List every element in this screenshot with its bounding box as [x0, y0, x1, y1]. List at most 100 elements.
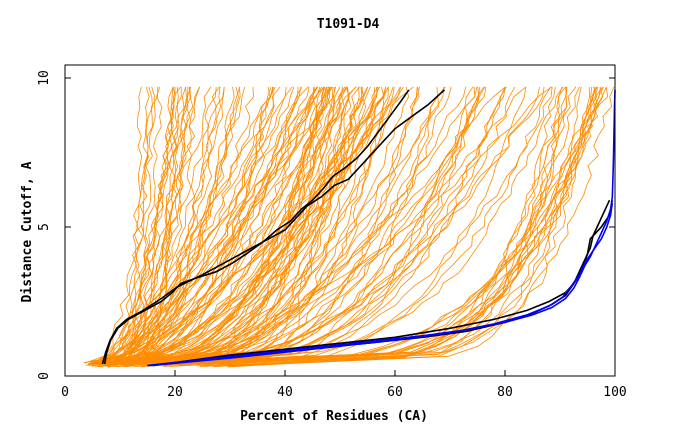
chart-title: T1091-D4 [317, 17, 380, 32]
x-tick-label: 60 [387, 385, 403, 400]
background-series-line [104, 86, 378, 364]
background-series-line [110, 86, 319, 363]
background-series-line [121, 86, 402, 364]
background-series-line [95, 86, 350, 365]
background-series-line [204, 86, 360, 366]
y-tick-label: 10 [37, 70, 52, 86]
background-series-line [105, 86, 336, 365]
x-tick-label: 80 [497, 385, 513, 400]
background-series-line [98, 86, 274, 362]
x-tick-label: 100 [603, 385, 626, 400]
background-series-line [100, 86, 333, 367]
background-series-line [124, 86, 194, 363]
background-series-line [129, 86, 187, 364]
background-series-line [123, 86, 272, 363]
background-series-line [132, 86, 507, 364]
x-tick-label: 40 [277, 385, 293, 400]
background-series-line [155, 86, 552, 366]
background-series-line [98, 86, 255, 362]
background-series-line [168, 86, 438, 365]
background-series-line [91, 86, 332, 367]
background-series-line [107, 86, 516, 368]
background-series-line [139, 86, 527, 365]
background-series-line [205, 86, 568, 363]
highlight-series-blue-line [150, 203, 614, 367]
background-series-line [134, 86, 467, 362]
background-series-line [136, 86, 591, 364]
background-series-line [130, 86, 274, 367]
highlight-series-blue-line [147, 89, 616, 367]
background-series-line [133, 86, 418, 368]
background-series-line [121, 86, 192, 366]
background-series-line [92, 86, 276, 366]
y-axis-label: Distance Cutoff, A [20, 161, 35, 302]
background-series-line [169, 86, 371, 364]
background-series-line [181, 86, 553, 365]
background-series-line [211, 86, 563, 365]
background-series-line [156, 86, 564, 362]
background-series-line [170, 86, 480, 364]
background-series-line [102, 86, 414, 362]
y-tick-label: 0 [37, 372, 52, 380]
background-series-line [104, 86, 174, 364]
background-series-line [124, 86, 445, 367]
background-series-line [203, 86, 487, 367]
background-series-line [201, 86, 420, 363]
background-series-line [130, 86, 486, 362]
background-series-line [129, 86, 379, 367]
background-series-line [93, 86, 389, 365]
background-series-line [164, 86, 506, 367]
background-series-line [206, 86, 567, 363]
background-series-line [91, 86, 225, 365]
background-series-group [83, 86, 615, 368]
background-series-line [199, 86, 599, 367]
background-series-line [125, 86, 150, 365]
background-series-line [88, 86, 295, 367]
background-series-line [180, 86, 478, 365]
background-series-line [130, 86, 163, 365]
background-series-line [175, 86, 615, 363]
background-series-line [166, 86, 481, 363]
background-series-line [91, 86, 159, 365]
background-series-line [107, 86, 310, 367]
background-series-line [118, 86, 201, 363]
y-tick-label: 5 [37, 223, 52, 231]
background-series-line [104, 86, 446, 362]
background-series-line [199, 86, 452, 367]
background-series-line [110, 86, 299, 365]
background-series-line [127, 86, 181, 366]
background-series-line [197, 86, 325, 367]
background-series-line [223, 86, 568, 362]
x-axis: 0 20 40 60 80 100 [61, 370, 627, 400]
background-series-line [153, 86, 506, 365]
background-series-line [101, 86, 212, 368]
background-series-line [97, 86, 330, 362]
background-series-line [162, 86, 474, 364]
background-series-line [185, 86, 357, 365]
background-series-line [163, 86, 350, 365]
background-series-line [122, 86, 246, 366]
x-axis-label: Percent of Residues (CA) [240, 409, 428, 424]
background-series-line [94, 86, 389, 368]
background-series-line [150, 86, 476, 363]
background-series-line [117, 86, 379, 368]
background-series-line [123, 86, 220, 365]
background-series-line [87, 86, 176, 365]
background-series-line [105, 86, 179, 367]
background-series-line [108, 86, 410, 365]
background-series-line [132, 86, 346, 363]
x-tick-label: 0 [61, 385, 69, 400]
background-series-line [192, 86, 556, 363]
background-series-line [93, 86, 318, 364]
background-series-line [170, 86, 316, 365]
background-series-line [152, 86, 385, 364]
background-series-line [98, 86, 239, 367]
highlight-series-black-line [101, 89, 446, 365]
background-series-line [229, 86, 597, 367]
background-series-line [95, 86, 387, 363]
background-series-line [128, 86, 598, 365]
background-series-line [94, 86, 200, 364]
background-series-line [117, 86, 365, 368]
background-series-line [204, 86, 527, 367]
